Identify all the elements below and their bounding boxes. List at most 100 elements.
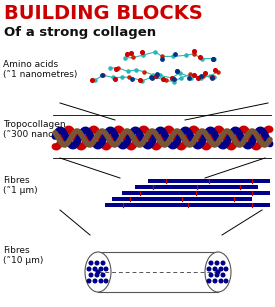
Point xyxy=(198,55,203,60)
Circle shape xyxy=(224,266,229,271)
Point xyxy=(164,78,168,83)
Circle shape xyxy=(95,273,100,278)
Point xyxy=(160,56,164,61)
Circle shape xyxy=(87,278,92,283)
Circle shape xyxy=(103,266,109,271)
Point xyxy=(100,72,105,77)
Circle shape xyxy=(224,278,229,283)
Text: Fibres
(˜1 μm): Fibres (˜1 μm) xyxy=(3,176,38,195)
Point xyxy=(210,76,214,81)
Point xyxy=(175,68,179,73)
Circle shape xyxy=(219,278,224,283)
Point xyxy=(111,75,115,80)
Circle shape xyxy=(103,278,109,283)
Point xyxy=(169,76,174,80)
Point xyxy=(210,74,214,79)
Circle shape xyxy=(221,261,225,266)
Circle shape xyxy=(208,261,213,266)
Text: Of a strong collagen: Of a strong collagen xyxy=(4,26,156,39)
Point xyxy=(112,77,117,82)
Text: Amino acids
(˜1 nanometres): Amino acids (˜1 nanometres) xyxy=(3,60,77,80)
Circle shape xyxy=(221,273,225,278)
Point xyxy=(210,56,215,61)
Circle shape xyxy=(98,278,103,283)
Point xyxy=(125,51,129,56)
Point xyxy=(170,75,175,80)
Point xyxy=(173,51,177,56)
Point xyxy=(123,56,127,60)
Point xyxy=(116,65,120,70)
Circle shape xyxy=(95,261,100,266)
Circle shape xyxy=(216,270,221,274)
Point xyxy=(171,54,175,59)
Point xyxy=(138,78,142,83)
Point xyxy=(213,67,217,72)
Point xyxy=(101,73,105,78)
Point xyxy=(212,56,216,61)
Circle shape xyxy=(219,266,224,271)
Point xyxy=(160,54,164,59)
Text: Tropocollagen
(˜300 nanometres): Tropocollagen (˜300 nanometres) xyxy=(3,120,89,139)
Bar xyxy=(148,179,270,183)
Point xyxy=(114,67,119,72)
Point xyxy=(199,75,204,80)
Point xyxy=(200,73,205,78)
Circle shape xyxy=(92,266,98,271)
Point xyxy=(196,75,200,80)
Circle shape xyxy=(100,261,106,266)
Point xyxy=(120,75,125,80)
Point xyxy=(216,69,220,74)
Point xyxy=(172,77,177,82)
Circle shape xyxy=(214,261,219,266)
Point xyxy=(127,75,132,80)
Point xyxy=(188,72,192,77)
Circle shape xyxy=(214,273,219,278)
Text: BUILDING BLOCKS: BUILDING BLOCKS xyxy=(4,4,203,23)
Point xyxy=(153,49,157,54)
Point xyxy=(186,75,191,80)
Point xyxy=(172,79,176,84)
Bar xyxy=(112,197,252,201)
Circle shape xyxy=(89,261,94,266)
Point xyxy=(189,75,194,80)
Point xyxy=(142,69,147,74)
Point xyxy=(131,55,136,60)
Bar xyxy=(105,203,270,207)
Point xyxy=(211,57,215,62)
Point xyxy=(175,69,179,74)
Circle shape xyxy=(89,273,94,278)
Point xyxy=(90,78,94,83)
Point xyxy=(158,73,162,78)
Point xyxy=(130,77,134,82)
Circle shape xyxy=(213,266,218,271)
Point xyxy=(140,50,144,55)
Point xyxy=(179,76,183,80)
Point xyxy=(199,73,204,78)
Circle shape xyxy=(207,278,211,283)
Text: Fibres
(˜10 μm): Fibres (˜10 μm) xyxy=(3,246,43,265)
Point xyxy=(150,72,155,77)
Circle shape xyxy=(207,266,211,271)
Circle shape xyxy=(95,270,100,274)
Point xyxy=(184,53,188,58)
Point xyxy=(154,74,158,79)
Point xyxy=(192,72,196,77)
Point xyxy=(151,74,156,79)
Point xyxy=(203,71,207,76)
Bar xyxy=(135,185,258,189)
Point xyxy=(178,71,182,76)
Point xyxy=(134,67,138,72)
Bar xyxy=(98,252,218,292)
Point xyxy=(161,77,165,82)
Point xyxy=(199,56,204,61)
Point xyxy=(108,65,112,70)
Circle shape xyxy=(100,273,106,278)
Point xyxy=(140,78,144,83)
Ellipse shape xyxy=(85,252,111,292)
Point xyxy=(141,52,145,57)
Point xyxy=(155,72,159,77)
Point xyxy=(191,48,196,53)
Point xyxy=(150,75,154,80)
Ellipse shape xyxy=(205,252,231,292)
Point xyxy=(149,75,153,80)
